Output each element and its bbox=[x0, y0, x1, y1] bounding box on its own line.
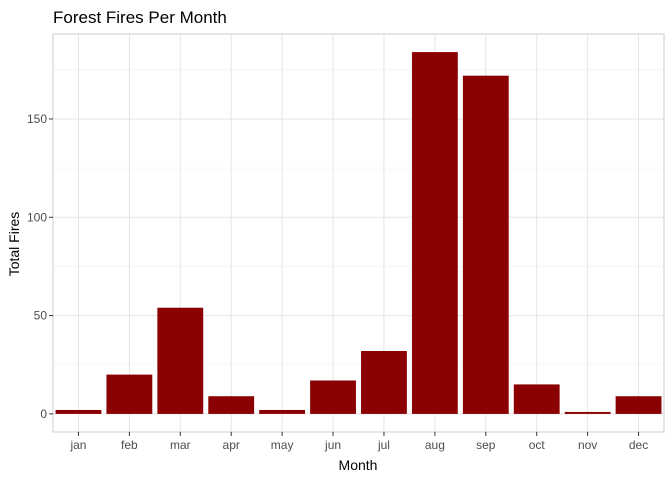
panel-border bbox=[52, 33, 665, 433]
x-axis: jan feb mar apr may jun jul aug sep oct nov dec bbox=[69, 432, 648, 452]
bar-mar bbox=[157, 307, 204, 414]
chart-title: Forest Fires Per Month bbox=[53, 8, 227, 27]
x-tick-label-jun: jun bbox=[324, 438, 341, 452]
bar-may bbox=[259, 409, 306, 414]
bar-apr bbox=[208, 396, 255, 414]
x-tick-label-may: may bbox=[271, 438, 294, 452]
bar-jun bbox=[310, 380, 356, 414]
gridlines bbox=[53, 34, 664, 432]
x-tick-label-jul: jul bbox=[377, 438, 390, 452]
x-tick-label-aug: aug bbox=[425, 438, 445, 452]
y-axis: 0 50 100 150 bbox=[27, 112, 53, 421]
bar-sep bbox=[462, 75, 509, 414]
x-tick-label-sep: sep bbox=[476, 438, 496, 452]
x-tick-label-nov: nov bbox=[578, 438, 597, 452]
y-tick-label: 150 bbox=[27, 112, 47, 126]
y-tick-label: 100 bbox=[27, 210, 47, 224]
x-tick-label-dec: dec bbox=[629, 438, 648, 452]
y-axis-title: Total Fires bbox=[6, 212, 22, 277]
x-tick-label-oct: oct bbox=[529, 438, 546, 452]
y-tick-label: 50 bbox=[34, 309, 48, 323]
x-tick-label-mar: mar bbox=[170, 438, 191, 452]
bar-aug bbox=[411, 52, 458, 414]
x-tick-label-feb: feb bbox=[121, 438, 138, 452]
bars bbox=[55, 52, 662, 414]
y-tick-label: 0 bbox=[40, 407, 47, 421]
bar-jan bbox=[55, 409, 102, 414]
bar-oct bbox=[513, 384, 560, 414]
bar-dec bbox=[615, 396, 662, 414]
bar-nov bbox=[564, 411, 611, 414]
x-axis-title: Month bbox=[339, 457, 378, 473]
x-tick-label-jan: jan bbox=[69, 438, 86, 452]
bar-feb bbox=[106, 374, 153, 414]
x-tick-label-apr: apr bbox=[223, 438, 240, 452]
bar-jul bbox=[361, 350, 407, 414]
